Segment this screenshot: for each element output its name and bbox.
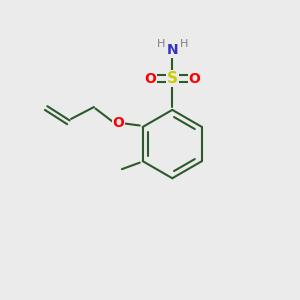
Text: O: O [112, 116, 124, 130]
Text: H: H [157, 39, 165, 49]
Text: O: O [144, 72, 156, 86]
Text: N: N [167, 44, 178, 57]
Text: S: S [167, 71, 178, 86]
Text: H: H [179, 39, 188, 49]
Text: O: O [189, 72, 200, 86]
